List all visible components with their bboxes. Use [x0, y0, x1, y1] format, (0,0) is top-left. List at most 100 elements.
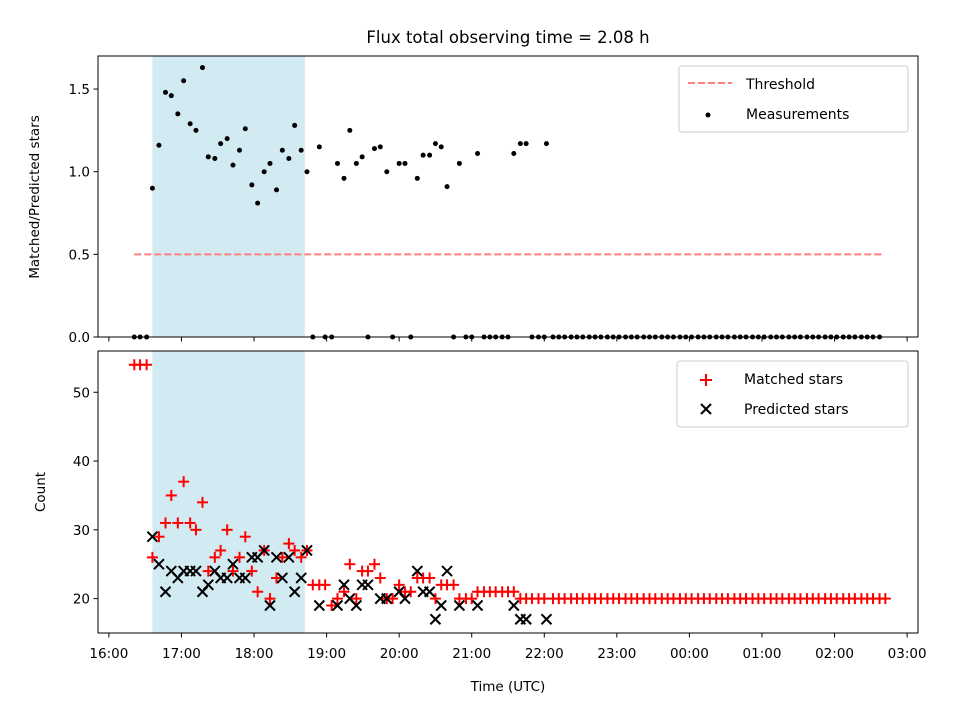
- matched-stars-point: [178, 476, 190, 488]
- chart-title: Flux total observing time = 2.08 h: [366, 28, 649, 47]
- top-y-tick-label: 0.0: [69, 330, 90, 346]
- matched-stars-point: [295, 551, 307, 563]
- measurements-point: [162, 89, 168, 95]
- predicted-stars-point: [153, 558, 165, 570]
- measurements-point: [377, 144, 383, 150]
- predicted-stars-point: [331, 599, 344, 612]
- measurements-point: [292, 122, 298, 128]
- measurements-point: [511, 151, 517, 157]
- measurements-point: [420, 152, 426, 158]
- matched-stars-point: [405, 586, 417, 598]
- predicted-stars-point: [190, 565, 202, 577]
- matched-stars-point: [165, 489, 177, 501]
- bot-y-tick-label: 40: [73, 454, 90, 470]
- matched-stars-point: [276, 551, 288, 563]
- predicted-stars-point: [258, 544, 270, 557]
- predicted-stars-point: [520, 613, 532, 625]
- measurements-point: [230, 162, 236, 168]
- top-y-tick-label: 1.0: [69, 165, 90, 181]
- matched-stars-point: [246, 565, 258, 577]
- matched-stars-point: [368, 558, 380, 570]
- matched-stars-point: [424, 572, 436, 584]
- ratio-shaded-interval: [152, 56, 305, 337]
- measurements-point: [274, 187, 280, 193]
- matched-stars-point: [350, 593, 362, 605]
- measurements-point: [267, 160, 273, 166]
- predicted-stars-point: [540, 613, 553, 625]
- measurements-point: [396, 160, 402, 166]
- x-tick-label: 22:00: [525, 646, 564, 662]
- matched-stars-point: [190, 524, 202, 536]
- counts-plot-frame: [97, 350, 919, 634]
- ratio-panel: 0.0 0.5 1.0 1.5 Matched/Predicted stars Thr…: [27, 55, 919, 346]
- bot-y-tick-label: 20: [73, 592, 90, 608]
- predicted-stars-point: [239, 572, 252, 584]
- x-tick-label: 17:00: [162, 646, 201, 662]
- measurements-point: [261, 169, 267, 175]
- matched-stars-point: [319, 579, 331, 591]
- predicted-stars-point: [283, 551, 295, 564]
- x-tick-label: 21:00: [452, 646, 491, 662]
- measurements-point: [156, 142, 162, 148]
- predicted-stars-point: [295, 572, 307, 584]
- legend-matched-swatch: [700, 374, 712, 386]
- matched-stars-point: [344, 558, 356, 570]
- matched-stars-point: [159, 517, 171, 529]
- measurements-point: [193, 127, 199, 133]
- measurements-point: [384, 169, 390, 175]
- predicted-stars-point: [429, 613, 442, 625]
- matched-stars-point: [271, 572, 283, 584]
- measurements-point: [187, 121, 193, 127]
- matched-stars-point: [196, 496, 208, 508]
- x-tick-label: 20:00: [380, 646, 419, 662]
- measurements-point: [279, 147, 285, 153]
- predicted-stars-point: [288, 586, 301, 598]
- matched-stars-point: [289, 544, 301, 556]
- ratio-legend: Threshold Measurements: [678, 65, 909, 133]
- legend-predicted-swatch: [700, 403, 712, 415]
- predicted-stars-point: [159, 586, 172, 598]
- measurements-point: [224, 136, 230, 142]
- predicted-stars-point: [350, 599, 363, 612]
- measurements-point: [298, 147, 304, 153]
- measurements-point: [255, 200, 261, 206]
- predicted-stars-point: [202, 579, 215, 591]
- x-tick-label: 00:00: [670, 646, 709, 662]
- predicted-stars-point: [381, 592, 393, 605]
- top-y-tick-label: 0.5: [69, 247, 90, 263]
- matched-stars-point: [153, 531, 165, 543]
- legend-measurements-swatch: [705, 112, 711, 118]
- matched-stars-point: [202, 565, 214, 577]
- matched-stars-point: [393, 579, 405, 591]
- x-tick-label: 16:00: [89, 646, 128, 662]
- x-tick-label: 01:00: [743, 646, 782, 662]
- counts-y-axis-label: Count: [33, 472, 49, 512]
- counts-legend: Matched stars Predicted stars: [676, 360, 909, 428]
- matched-stars-point: [879, 593, 891, 605]
- x-tick-label: 18:00: [235, 646, 274, 662]
- legend-threshold-label: Threshold: [745, 77, 815, 93]
- measurements-point: [168, 93, 174, 99]
- matched-stars-point: [466, 593, 478, 605]
- measurements-point: [304, 169, 310, 175]
- measurements-point: [175, 111, 181, 117]
- predicted-stars-point: [423, 586, 436, 598]
- predicted-stars-point: [270, 551, 283, 564]
- measurements-point: [414, 175, 420, 181]
- predicted-stars-point: [227, 558, 239, 570]
- predicted-stars-point: [441, 565, 453, 577]
- ratio-legend-box: [678, 65, 909, 133]
- legend-matched-label: Matched stars: [744, 372, 843, 388]
- matched-stars-point: [184, 517, 196, 529]
- matched-stars-point: [146, 551, 158, 563]
- measurements-point: [199, 65, 205, 71]
- measurements-point: [181, 78, 187, 84]
- predicted-stars-point: [301, 544, 313, 557]
- legend-predicted-label: Predicted stars: [744, 402, 849, 418]
- matched-stars-point: [326, 599, 338, 611]
- predicted-stars-point: [362, 579, 374, 591]
- top-y-tick-label: 1.5: [69, 82, 90, 98]
- matched-stars-point: [264, 593, 276, 605]
- bot-y-tick-label: 50: [73, 385, 90, 401]
- measurements-point: [432, 141, 438, 147]
